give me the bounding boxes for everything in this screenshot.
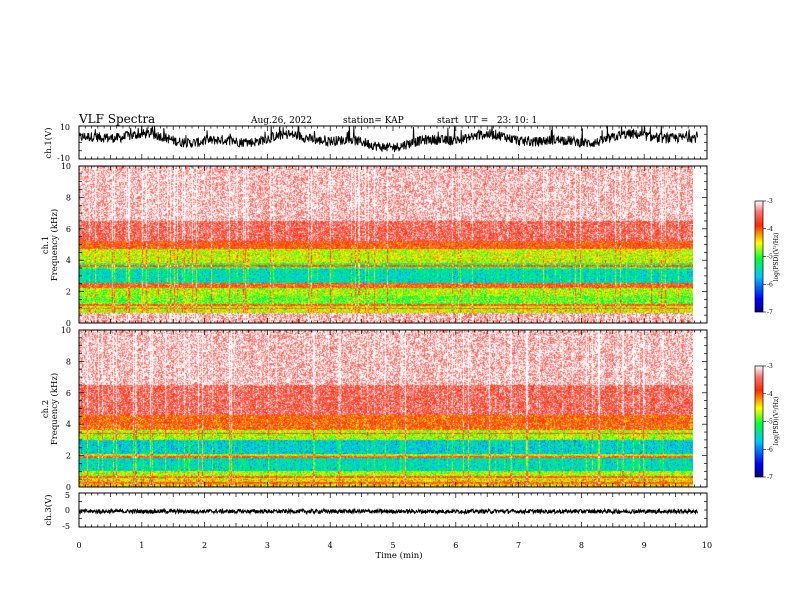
ch1-spectrogram-image: [79, 166, 693, 323]
figure-title: VLF Spectra: [78, 112, 155, 126]
ch1-spec-ytick-label: 4: [66, 256, 71, 265]
ch2-spectrogram-image: [79, 330, 693, 487]
ch1-waveform-line: [78, 125, 699, 153]
x-tick-label: 3: [265, 541, 270, 550]
colorbar-tick-label: -7: [767, 309, 773, 316]
colorbar-tick-label: -7: [767, 474, 773, 481]
start-time-label: start UT = 23: 10: 1: [437, 116, 537, 126]
x-tick-label: 0: [76, 541, 81, 550]
ch1-spec-channel-label: ch.1: [41, 236, 51, 254]
ch1-spec-ytick-label: 0: [66, 319, 71, 328]
ch3-ytick-bottom: -5: [62, 522, 70, 531]
ch2-spec-ytick-label: 8: [66, 357, 71, 366]
ch1-colorbar-gradient: [754, 200, 764, 313]
colorbar-tick-label: -3: [767, 198, 773, 205]
ch2-spec-ytick-label: 2: [66, 452, 71, 461]
x-tick-label: 1: [139, 541, 144, 550]
ch1-spec-ytick-label: 6: [66, 225, 71, 234]
ch1-colorbar: -3 -4 -5 -6 -7 log(PSD)(V²/Hz): [754, 198, 780, 316]
ch1-colorbar-ticks: -3 -4 -5 -6 -7: [763, 198, 773, 316]
ch3-ytick-top: 5: [65, 491, 70, 500]
ch1-spec-yticks: 0 2 4 6 8 10: [61, 162, 707, 328]
date-label: Aug.26, 2022: [250, 116, 312, 126]
ch1-spectrogram-panel: 0 2 4 6 8 10 ch.1 Frequency (kHz): [41, 162, 708, 328]
ch2-spec-ytick-label: 6: [66, 389, 71, 398]
colorbar-tick-label: -4: [767, 226, 773, 233]
station-label: station= KAP: [343, 116, 404, 126]
x-tick-label: 8: [579, 541, 584, 550]
x-tick-label: 6: [453, 541, 458, 550]
ch1-spec-ytick-label: 10: [61, 162, 71, 171]
colorbar-tick-label: -3: [767, 363, 773, 370]
x-axis-tick-labels: 0 1 2 3 4 5 6 7 8 9 10: [76, 541, 712, 550]
x-tick-label: 5: [390, 541, 395, 550]
ch2-colorbar: -3 -4 -5 -6 -7 log(PSD)(V²/Hz): [754, 363, 780, 481]
x-tick-label: 10: [702, 541, 712, 550]
ch2-spectrogram-panel: 0 2 4 6 8 10 ch.2 Frequency (kHz): [41, 326, 708, 492]
ch1-ylabel: ch.1(V): [43, 127, 54, 158]
x-tick-label: 9: [642, 541, 647, 550]
ch3-waveform-line: [78, 507, 699, 516]
ch1-waveform-panel: 10 -10 ch.1(V): [43, 123, 708, 163]
ch2-spec-channel-label: ch.2: [41, 400, 51, 418]
ch2-spec-ytick-label: 10: [61, 326, 71, 335]
x-tick-label: 4: [328, 541, 333, 550]
ch2-colorbar-gradient: [754, 365, 764, 478]
colorbar-tick-label: -5: [767, 419, 773, 426]
x-axis-label: Time (min): [375, 550, 422, 561]
ch1-spec-ytick-label: 8: [66, 193, 71, 202]
ch2-colorbar-label: log(PSD)(V²/Hz): [773, 397, 780, 446]
ch2-colorbar-ticks: -3 -4 -5 -6 -7: [763, 363, 773, 481]
ch2-spec-ytick-label: 0: [66, 483, 71, 492]
colorbar-tick-label: -6: [767, 446, 773, 453]
ch2-spec-ytick-label: 4: [66, 420, 71, 429]
ch2-spec-ylabel: Frequency (kHz): [49, 373, 60, 445]
ch1-ytick-bottom: -10: [57, 154, 70, 163]
colorbar-tick-label: -4: [767, 391, 773, 398]
ch3-ylabel: ch.3(V): [43, 494, 54, 525]
ch3-ytick-mid: 0: [65, 506, 70, 515]
ch2-spec-yticks: 0 2 4 6 8 10: [61, 326, 707, 492]
x-tick-label: 7: [516, 541, 521, 550]
ch1-colorbar-label: log(PSD)(V²/Hz): [773, 233, 780, 282]
ch3-waveform-panel: 5 0 -5 ch.3(V): [43, 491, 708, 531]
ch1-spec-ytick-label: 2: [66, 288, 71, 297]
ch1-spec-ylabel: Frequency (kHz): [49, 209, 60, 281]
x-tick-label: 2: [202, 541, 207, 550]
ch1-ytick-top: 10: [60, 123, 70, 132]
colorbar-tick-label: -6: [767, 281, 773, 288]
colorbar-tick-label: -5: [767, 254, 773, 261]
